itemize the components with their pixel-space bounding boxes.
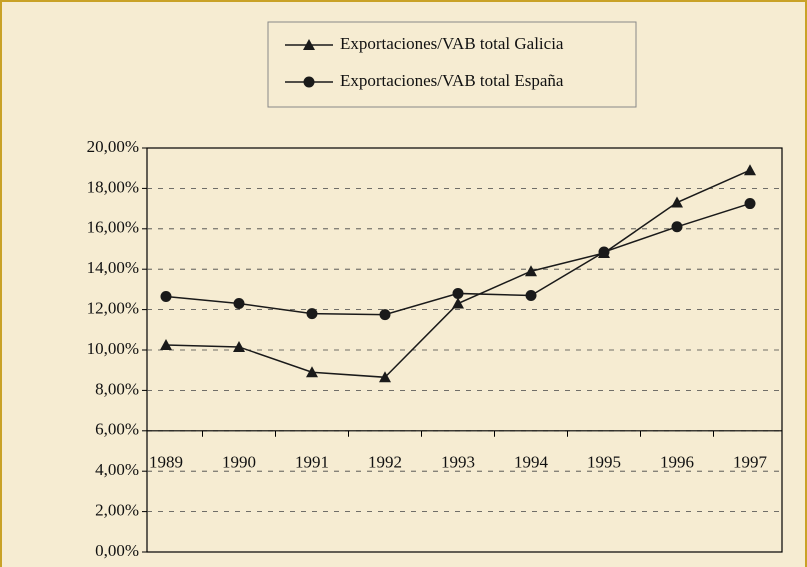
legend-label: Exportaciones/VAB total España [340, 71, 564, 90]
y-tick-label: 12,00% [87, 299, 139, 318]
legend-marker [303, 39, 315, 50]
legend-marker [303, 76, 315, 88]
x-tick-label: 1990 [222, 453, 256, 472]
x-tick-label: 1991 [295, 453, 329, 472]
data-point [452, 287, 464, 299]
y-tick-label: 16,00% [87, 218, 139, 237]
y-tick-label: 0,00% [95, 541, 139, 560]
y-tick-label: 8,00% [95, 379, 139, 398]
data-point [306, 308, 318, 320]
y-tick-label: 6,00% [95, 420, 139, 439]
data-point [452, 297, 464, 309]
x-tick-label: 1995 [587, 453, 621, 472]
y-tick-label: 20,00% [87, 137, 139, 156]
data-point [525, 289, 537, 301]
data-point [379, 309, 391, 321]
data-point [671, 196, 683, 208]
data-point [598, 246, 610, 258]
data-point [744, 198, 756, 210]
data-point [744, 164, 756, 176]
legend-label: Exportaciones/VAB total Galicia [340, 34, 564, 53]
y-tick-label: 18,00% [87, 177, 139, 196]
x-tick-label: 1989 [149, 453, 183, 472]
x-tick-label: 1997 [733, 453, 768, 472]
x-tick-label: 1996 [660, 453, 694, 472]
data-point [525, 265, 537, 277]
data-point [671, 221, 683, 233]
x-tick-label: 1992 [368, 453, 402, 472]
x-tick-label: 1994 [514, 453, 549, 472]
x-tick-label: 1993 [441, 453, 475, 472]
data-point [306, 366, 318, 378]
data-point [379, 371, 391, 383]
y-tick-label: 4,00% [95, 460, 139, 479]
legend [267, 21, 637, 108]
y-tick-label: 10,00% [87, 339, 139, 358]
data-point [160, 338, 172, 350]
y-tick-label: 2,00% [95, 501, 139, 520]
data-point [233, 340, 245, 352]
data-point [160, 290, 172, 302]
y-tick-label: 14,00% [87, 258, 139, 277]
data-point [233, 298, 245, 310]
